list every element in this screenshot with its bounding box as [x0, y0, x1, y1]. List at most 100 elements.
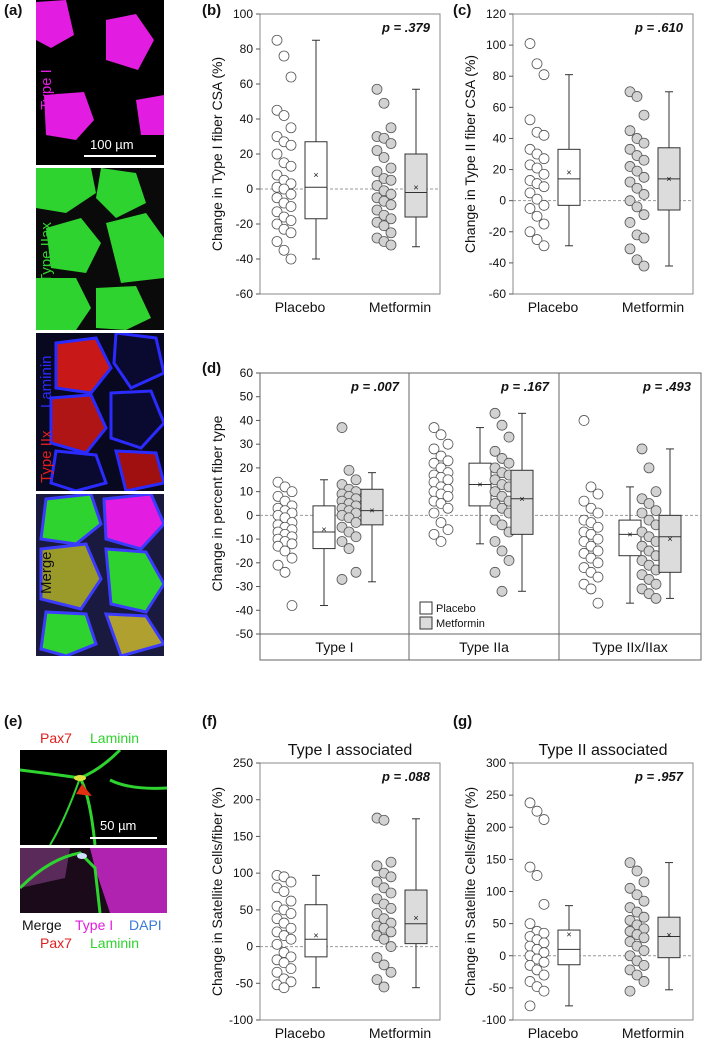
data-point-d-placebo-1 — [442, 524, 454, 535]
data-point-g-0 — [524, 861, 536, 873]
data-point-c-0 — [538, 69, 550, 81]
data-point-g-1 — [631, 889, 643, 901]
data-point-f-0 — [285, 876, 297, 888]
data-point-b-0 — [285, 71, 297, 83]
data-point-d-metformin-1 — [503, 481, 515, 493]
data-point-d-metformin-0 — [350, 531, 362, 543]
y-tick-label-b: -40 — [236, 252, 254, 266]
data-point-d-placebo-1 — [428, 422, 440, 433]
x-category-label-c: Metformin — [622, 299, 684, 315]
y-tick-label-d: 50 — [240, 390, 254, 404]
x-category-label-d: Type I — [315, 639, 353, 655]
data-point-d-metformin-1 — [489, 566, 501, 578]
data-point-c-1 — [624, 217, 636, 228]
y-tick-label-d: -10 — [236, 532, 254, 546]
data-point-c-1 — [631, 201, 643, 213]
data-point-d-placebo-2 — [592, 533, 604, 545]
y-tick-label-d: 0 — [246, 508, 253, 522]
data-point-b-0 — [285, 253, 297, 265]
data-point-b-0 — [278, 197, 290, 209]
y-tick-label-b: 20 — [240, 147, 254, 161]
data-point-d-placebo-0 — [279, 505, 291, 517]
e-label-laminin: Laminin — [90, 730, 140, 746]
data-point-b-1 — [371, 145, 383, 156]
data-point-b-1 — [385, 188, 397, 200]
data-point-f-0 — [271, 869, 283, 881]
data-point-c-1 — [638, 137, 650, 149]
data-point-b-0 — [271, 104, 283, 116]
data-point-d-metformin-2 — [650, 550, 662, 562]
data-point-f-1 — [385, 966, 397, 978]
data-point-c-0 — [531, 162, 543, 174]
data-point-d-placebo-0 — [286, 524, 298, 535]
y-tick-label-c: -60 — [489, 287, 507, 301]
data-point-f-1 — [378, 981, 390, 993]
plot-frame-f — [259, 762, 441, 1021]
data-point-d-metformin-0 — [343, 464, 355, 476]
data-point-f-0 — [278, 871, 290, 883]
y-tick-label-g: 150 — [486, 852, 506, 866]
scale-bar-e — [90, 837, 157, 839]
data-point-c-1 — [624, 243, 636, 255]
data-point-b-1 — [385, 227, 397, 239]
data-point-b-0 — [278, 174, 290, 186]
data-point-f-0 — [285, 908, 297, 919]
data-point-d-metformin-1 — [489, 445, 501, 457]
data-point-b-1 — [378, 195, 390, 207]
y-tick-label-c: 40 — [493, 131, 507, 145]
data-point-g-1 — [631, 940, 643, 952]
data-point-f-1 — [371, 930, 383, 941]
box-d-placebo-1 — [468, 462, 492, 507]
mean-marker-d-placebo-1: × — [477, 480, 482, 490]
data-point-c-1 — [638, 232, 650, 244]
data-point-g-0 — [524, 959, 536, 971]
legend-label-placebo: Placebo — [436, 603, 476, 615]
data-point-d-metformin-2 — [643, 498, 655, 509]
e-label-pax7-2: Pax7 — [40, 935, 72, 951]
data-point-d-placebo-1 — [435, 517, 447, 528]
box-f-1 — [404, 889, 428, 945]
data-point-d-placebo-2 — [585, 481, 597, 493]
data-point-d-metformin-2 — [650, 593, 662, 604]
data-point-c-1 — [624, 86, 636, 98]
data-point-b-1 — [371, 83, 383, 95]
data-point-b-0 — [271, 169, 283, 181]
p-value-b: p = .379 — [381, 20, 431, 35]
e-label-laminin-2: Laminin — [90, 935, 140, 951]
data-point-d-placebo-2 — [585, 552, 597, 564]
data-point-d-metformin-2 — [643, 531, 655, 543]
p-value-d: p = .007 — [350, 379, 400, 394]
y-tick-label-f: 150 — [233, 829, 253, 843]
y-tick-label-g: 0 — [499, 949, 506, 963]
data-point-d-placebo-0 — [272, 559, 284, 571]
data-point-g-1 — [631, 906, 643, 918]
data-point-g-1 — [638, 959, 650, 971]
data-point-g-0 — [538, 985, 550, 997]
data-point-c-1 — [631, 133, 643, 144]
data-point-g-1 — [624, 936, 636, 948]
plot-frame-g — [512, 762, 694, 1021]
data-point-c-0 — [524, 114, 536, 126]
mean-marker-g-1: × — [666, 930, 671, 940]
data-point-d-placebo-0 — [272, 540, 284, 552]
data-point-d-placebo-1 — [442, 455, 454, 467]
data-point-c-0 — [531, 234, 543, 245]
laminin-channel-label: Laminin — [38, 355, 55, 408]
data-point-d-placebo-0 — [279, 481, 291, 493]
data-point-d-placebo-1 — [442, 490, 454, 502]
data-point-f-1 — [371, 908, 383, 919]
data-point-g-0 — [531, 943, 543, 955]
data-point-b-0 — [271, 181, 283, 193]
scale-label-a: 100 µm — [90, 137, 134, 152]
data-point-c-0 — [538, 240, 550, 252]
data-point-c-0 — [531, 148, 543, 160]
y-tick-label-f: 250 — [233, 756, 253, 770]
micrograph-pax7-laminin-image — [20, 750, 167, 845]
data-point-g-0 — [524, 918, 536, 930]
data-point-d-metformin-0 — [343, 505, 355, 517]
y-tick-label-d: -30 — [236, 580, 254, 594]
p-value-c: p = .610 — [634, 20, 684, 35]
y-tick-label-b: 60 — [240, 77, 254, 91]
data-point-d-metformin-2 — [643, 462, 655, 474]
data-point-d-metformin-0 — [343, 543, 355, 554]
